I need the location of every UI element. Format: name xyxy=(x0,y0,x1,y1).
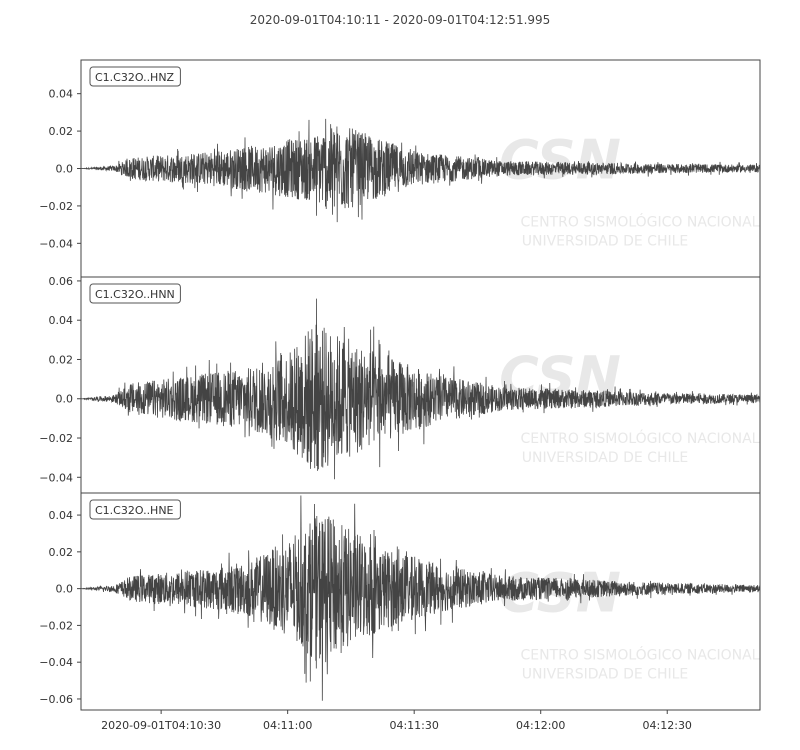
y-tick-label: 0.0 xyxy=(56,393,74,406)
watermark-logo: CSN xyxy=(499,129,621,192)
waveform-trace xyxy=(80,118,761,223)
watermark: CSN CENTRO SISMOLÓGICO NACIONAL UNIVERSIDA… xyxy=(499,129,760,250)
y-tick-label: 0.02 xyxy=(49,546,74,559)
y-tick-label: 0.02 xyxy=(49,353,74,366)
y-tick-label: −0.04 xyxy=(39,237,73,250)
channel-label: C1.C32O..HNZ xyxy=(95,71,175,84)
y-tick-label: −0.04 xyxy=(39,471,73,484)
y-tick-label: 0.0 xyxy=(56,583,74,596)
channel-label: C1.C32O..HNE xyxy=(95,504,174,517)
waveform-trace xyxy=(80,298,761,480)
watermark-line1: CENTRO SISMOLÓGICO NACIONAL xyxy=(521,213,760,231)
channel-label: C1.C32O..HNN xyxy=(95,288,175,301)
channel-label-box xyxy=(89,499,181,520)
y-tick-label: 0.04 xyxy=(49,509,74,522)
y-tick-label: −0.02 xyxy=(39,432,73,445)
y-tick-label: −0.02 xyxy=(39,619,73,632)
channel-label-box xyxy=(89,283,181,304)
y-tick-label: 0.0 xyxy=(56,163,74,176)
y-tick-label: 0.02 xyxy=(49,125,74,138)
waveform-trace xyxy=(80,495,761,701)
channel-label-box xyxy=(89,66,181,87)
x-tick-label: 04:12:00 xyxy=(516,719,565,732)
watermark-line2: UNIVERSIDAD DE CHILE xyxy=(522,234,689,250)
x-tick-label: 04:11:00 xyxy=(263,719,312,732)
watermark-line1: CENTRO SISMOLÓGICO NACIONAL xyxy=(521,429,760,447)
watermark-line2: UNIVERSIDAD DE CHILE xyxy=(522,667,689,683)
x-tick-label: 04:11:30 xyxy=(389,719,438,732)
chart-title: 2020-09-01T04:10:11 - 2020-09-01T04:12:5… xyxy=(249,13,551,27)
y-tick-label: 0.04 xyxy=(49,314,74,327)
x-tick-label: 2020-09-01T04:10:30 xyxy=(101,719,221,732)
y-tick-label: 0.04 xyxy=(49,88,74,101)
watermark-line1: CENTRO SISMOLÓGICO NACIONAL xyxy=(521,646,760,664)
y-tick-label: 0.06 xyxy=(49,275,74,288)
y-tick-label: −0.06 xyxy=(39,693,73,706)
panel-frame xyxy=(80,492,761,711)
watermark-line2: UNIVERSIDAD DE CHILE xyxy=(522,450,689,466)
x-tick-label: 04:12:30 xyxy=(643,719,692,732)
y-tick-label: −0.04 xyxy=(39,656,73,669)
y-tick-label: −0.02 xyxy=(39,200,73,213)
